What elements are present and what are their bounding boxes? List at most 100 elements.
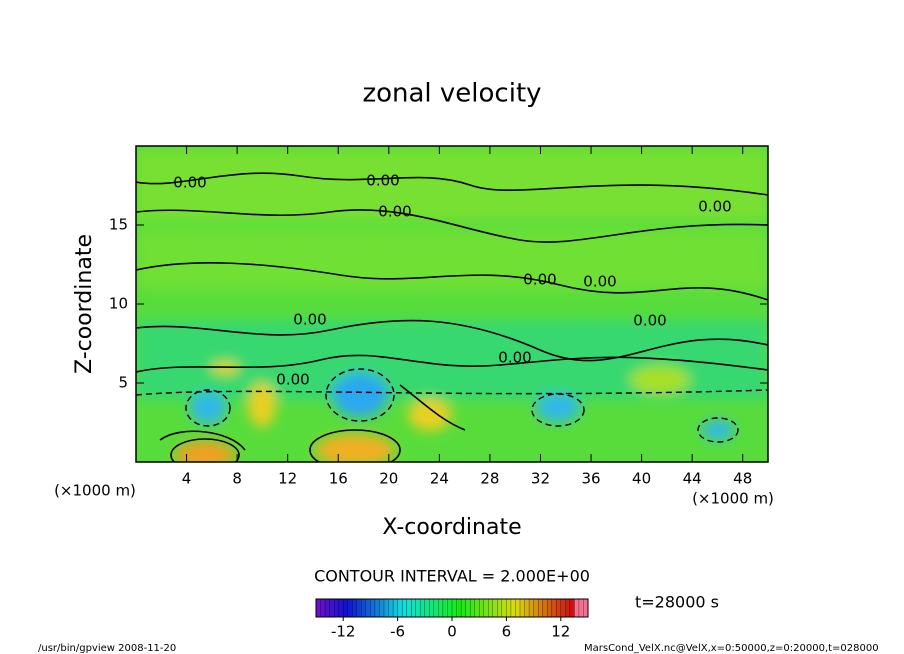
colorbar-cell (460, 598, 467, 618)
field (136, 146, 768, 462)
colorbar-cell (420, 598, 426, 618)
colorbar-tick-label: -12 (331, 623, 356, 641)
colorbar-cell (488, 598, 494, 618)
colorbar-cell (406, 598, 412, 618)
x-tick-label: 44 (683, 470, 702, 488)
colorbar-cell (556, 598, 562, 618)
x-unit: (×1000 m) (692, 490, 774, 508)
x-tick-label: 40 (632, 470, 651, 488)
contour-label: 0.00 (378, 203, 411, 221)
x-axis-label: X-coordinate (382, 515, 521, 540)
colorbar-cell (392, 598, 399, 618)
colorbar-cell (451, 598, 457, 618)
colorbar-cell (547, 598, 553, 618)
colorbar-cell (329, 598, 335, 618)
colorbar-tick-label: 6 (502, 623, 512, 641)
colorbar-cell (501, 598, 507, 618)
contour-label: 0.00 (633, 312, 666, 330)
x-tick-label: 12 (278, 470, 297, 488)
footer-right: MarsCond_VelX.nc@VelX,x=0:50000,z=0:2000… (584, 643, 879, 654)
colorbar-cell (519, 598, 525, 618)
colorbar-cell (315, 598, 321, 618)
chart-title: zonal velocity (362, 79, 541, 109)
contour-label: 0.00 (698, 198, 731, 216)
x-tick-label: 4 (182, 470, 192, 488)
colorbar-cell (483, 598, 489, 618)
contour-label: 0.00 (498, 349, 531, 367)
colorbar-cell (320, 598, 326, 618)
colorbar-cell (456, 598, 462, 618)
colorbar-cell (379, 598, 385, 618)
colorbar-cell (524, 598, 530, 618)
colorbar-cell (424, 598, 430, 618)
contour-label: 0.00 (523, 271, 556, 289)
y-tick-label: 10 (109, 295, 128, 313)
colorbar-cell (492, 598, 498, 618)
colorbar-tick-label: -6 (390, 623, 405, 641)
colorbar-tick-label: 12 (551, 623, 570, 641)
contour-label: 0.00 (173, 174, 206, 192)
colorbar-cell (447, 598, 453, 618)
colorbar-cell (324, 598, 331, 618)
colorbar-cell (465, 598, 471, 618)
colorbar-cell (542, 598, 548, 618)
x-tick-label: 48 (733, 470, 752, 488)
colorbar-cell (574, 598, 580, 618)
colorbar-cell (506, 598, 512, 618)
y-unit: (×1000 m) (54, 482, 136, 500)
x-tick-label: 28 (480, 470, 499, 488)
time-label: t=28000 s (635, 593, 719, 612)
colorbar-cell (352, 598, 358, 618)
x-tick-label: 24 (430, 470, 449, 488)
colorbar-cell (411, 598, 417, 618)
colorbar-cell (388, 598, 394, 618)
x-tick-label: 36 (581, 470, 600, 488)
colorbar-cell (551, 598, 557, 618)
colorbar-cell (569, 598, 575, 618)
colorbar-cell (365, 598, 371, 618)
contour-interval: CONTOUR INTERVAL = 2.000E+00 (314, 567, 590, 586)
colorbar-cell (528, 598, 535, 618)
colorbar-cell (479, 598, 485, 618)
colorbar-cell (383, 598, 389, 618)
contour-label: 0.00 (293, 311, 326, 329)
colorbar-cell (510, 598, 516, 618)
colorbar-cell (438, 598, 444, 618)
colorbar-cell (469, 598, 476, 618)
footer-left: /usr/bin/gpview 2008-11-20 (38, 643, 176, 654)
colorbar-cell (374, 598, 380, 618)
colorbar-cell (565, 598, 571, 618)
y-tick-label: 5 (118, 374, 128, 392)
colorbar-cell (415, 598, 421, 618)
contour-label: 0.00 (583, 273, 616, 291)
y-tick-label: 15 (109, 216, 128, 234)
colorbar-cell (497, 598, 503, 618)
x-tick-label: 20 (379, 470, 398, 488)
colorbar-cell (442, 598, 448, 618)
colorbar-cell (474, 598, 480, 618)
y-axis-label: Z-coordinate (72, 234, 97, 374)
colorbar-cell (347, 598, 353, 618)
colorbar-cell (361, 598, 367, 618)
x-tick-label: 8 (232, 470, 242, 488)
contour-label: 0.00 (366, 172, 399, 190)
colorbar-cell (537, 598, 544, 618)
colorbar-cell (356, 598, 362, 618)
colorbar-cell (533, 598, 539, 618)
x-tick-label: 32 (531, 470, 550, 488)
x-tick-label: 16 (329, 470, 348, 488)
colorbar-cell (401, 598, 408, 618)
colorbar-cell (333, 598, 340, 618)
contour-label: 0.00 (276, 371, 309, 389)
colorbar-cell (433, 598, 439, 618)
colorbar-cell (343, 598, 349, 618)
colorbar-cell (429, 598, 435, 618)
colorbar-cell (397, 598, 403, 618)
colorbar-tick-label: 0 (447, 623, 457, 641)
colorbar-cell (370, 598, 376, 618)
colorbar-cell (515, 598, 521, 618)
colorbar-cell (338, 598, 344, 618)
colorbar-cell (578, 598, 584, 618)
